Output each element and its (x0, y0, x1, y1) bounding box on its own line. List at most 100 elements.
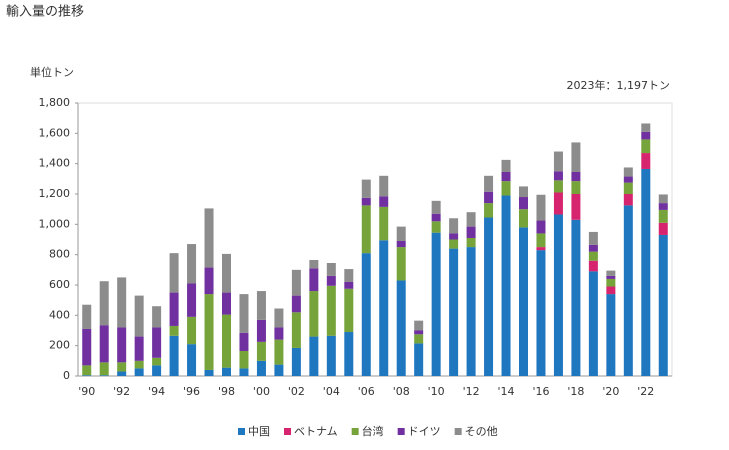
bar-segment (99, 362, 109, 376)
x-tick-label: '14 (498, 385, 515, 398)
bar-segment (431, 232, 441, 376)
bar-segment (134, 336, 144, 361)
bar-segment (449, 239, 459, 249)
bar-segment (519, 197, 528, 210)
bar-segment (641, 123, 651, 132)
bar-segment (379, 206, 389, 241)
bar-segment (256, 291, 266, 320)
bar-segment (553, 151, 563, 172)
x-tick-label: '10 (428, 385, 445, 398)
bar-segment (309, 291, 319, 337)
bar-segment (641, 168, 651, 376)
bar-segment (169, 325, 179, 336)
x-tick-label: '90 (78, 385, 95, 398)
bar-segment (256, 360, 266, 376)
bar-segment (519, 209, 528, 228)
bar-segment (501, 172, 511, 182)
bar-segment (326, 275, 336, 286)
legend-swatch (238, 428, 245, 435)
bar-segment (239, 368, 249, 376)
y-tick-label: 1,600 (39, 126, 71, 139)
bar-segment (466, 212, 476, 227)
bar-segment (274, 339, 284, 365)
plot-area (77, 102, 673, 377)
x-tick-label: '12 (463, 385, 480, 398)
bar-segment (606, 275, 616, 279)
bar-segment (99, 325, 109, 363)
bar-segment (571, 219, 581, 376)
bar-segment (134, 295, 144, 337)
x-tick-label: '00 (253, 385, 270, 398)
bar-segment (606, 270, 616, 276)
bar-segment (152, 327, 162, 358)
bar-segment (553, 180, 563, 193)
legend-label: その他 (465, 425, 498, 438)
bar-segment (169, 335, 179, 376)
bar-segment (536, 220, 546, 234)
x-tick-label: '08 (393, 385, 410, 398)
bar-segment (396, 247, 406, 281)
bar-segment (344, 269, 354, 282)
bar-segment (152, 306, 162, 328)
bar-segment (623, 205, 633, 376)
bar-segment (379, 240, 389, 376)
bar-segment (414, 343, 424, 376)
x-tick-label: '02 (288, 385, 305, 398)
legend-swatch (454, 428, 462, 435)
bar-segment (204, 294, 214, 370)
bar-segment (606, 278, 616, 287)
bar-segment (396, 241, 406, 248)
legend-label: ドイツ (408, 425, 441, 438)
bar-segment (187, 244, 197, 284)
bar-segment (396, 226, 406, 242)
bar-segment (536, 194, 546, 221)
bar-segment (501, 195, 511, 376)
bar-segment (256, 341, 266, 361)
bar-segment (204, 208, 214, 268)
bar-segment (326, 335, 336, 376)
bar-segment (274, 327, 284, 340)
y-axis-label: 単位トン (30, 65, 74, 79)
y-tick-label: 0 (63, 369, 70, 382)
bar-segment (466, 247, 476, 376)
bar-segment (152, 357, 162, 366)
bar-segment (623, 194, 633, 206)
x-tick-label: '92 (113, 385, 130, 398)
bar-segment (361, 253, 371, 376)
bar-segment (309, 268, 319, 292)
bar-segment (134, 368, 144, 376)
bar-segment (222, 314, 231, 368)
bar-segment (588, 251, 598, 261)
bar-segment (169, 292, 179, 326)
bar-segment (291, 269, 301, 296)
bar-segment (519, 227, 528, 376)
annotation: 2023年：1,197トン (567, 78, 671, 92)
bar-segment (379, 196, 389, 207)
bar-segment (658, 194, 668, 204)
bar-segment (187, 283, 197, 317)
bar-segment (117, 277, 127, 328)
bar-segment (588, 260, 598, 272)
bar-segment (222, 292, 231, 315)
bar-segment (117, 362, 127, 372)
x-tick-label: '18 (567, 385, 584, 398)
bar-segment (361, 197, 371, 206)
x-tick-label: '06 (358, 385, 375, 398)
bar-segment (82, 375, 92, 376)
bar-segment (361, 179, 371, 198)
bar-segment (641, 139, 651, 154)
bar-segment (326, 263, 336, 276)
y-tick-label: 800 (49, 248, 70, 261)
bar-segment (571, 194, 581, 220)
bar-segment (606, 286, 616, 295)
bar-segment (82, 328, 92, 366)
bar-segment (99, 375, 109, 376)
bar-segment (571, 142, 581, 173)
bar-segment (309, 336, 319, 376)
bar-segment (222, 367, 231, 376)
bar-segment (379, 175, 389, 197)
bar-segment (658, 203, 668, 210)
bar-segment (553, 171, 563, 181)
bar-segment (588, 231, 598, 245)
bar-segment (519, 186, 528, 198)
